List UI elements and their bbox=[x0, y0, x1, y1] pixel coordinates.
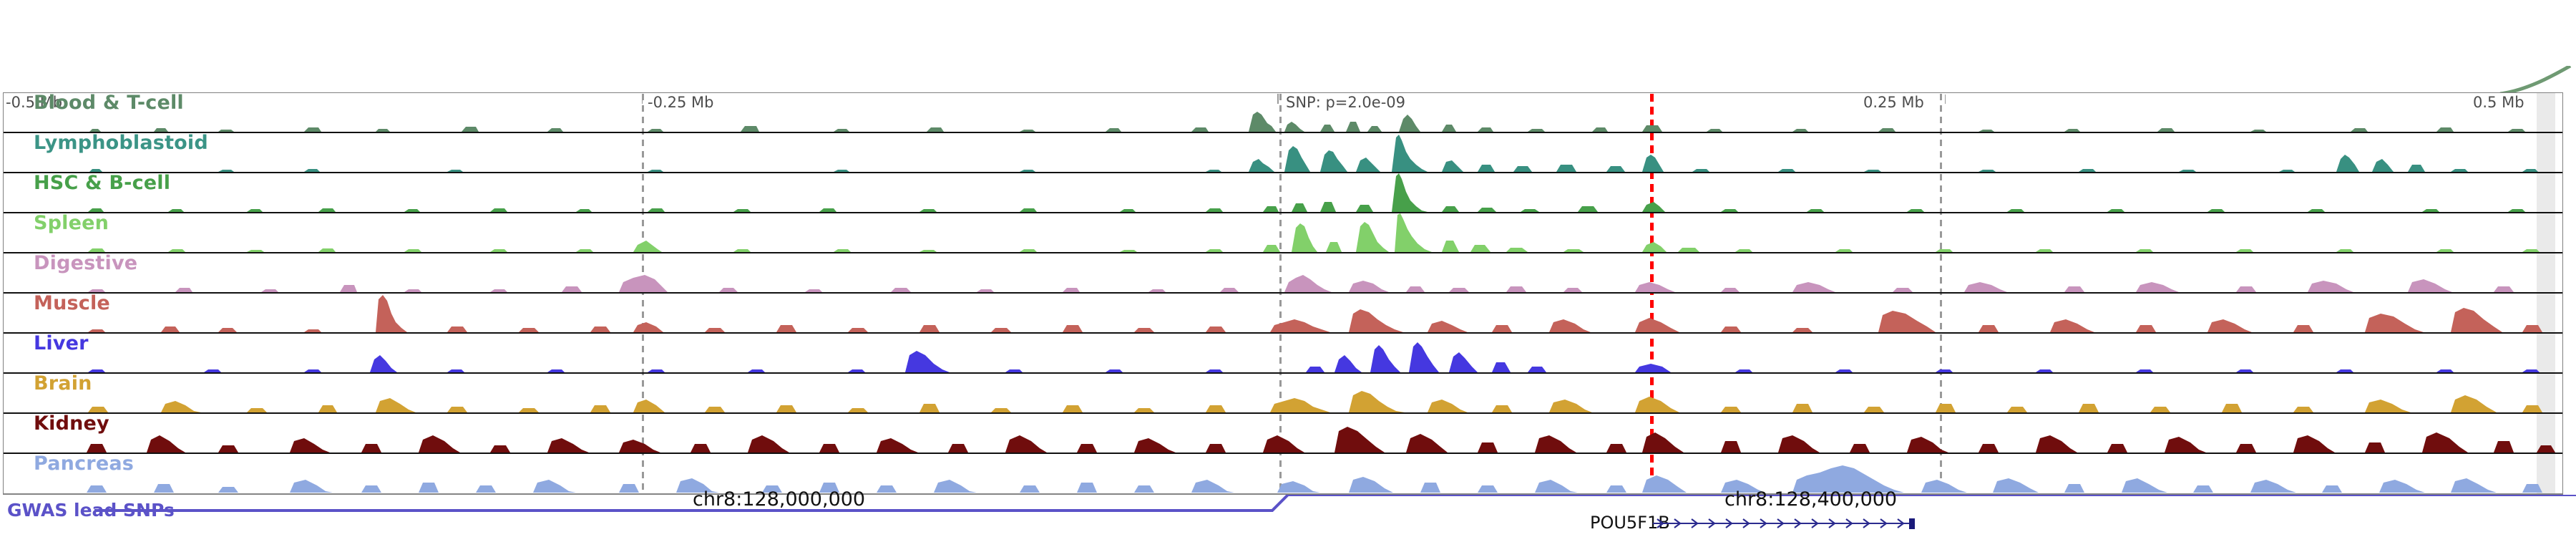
track-label-spleen: Spleen bbox=[34, 212, 109, 234]
track-label-muscle: Muscle bbox=[34, 292, 110, 314]
snp-marker-line[interactable] bbox=[1650, 94, 1654, 493]
signal-trace-pancreas bbox=[4, 465, 2562, 493]
track-baseline-hsc-b-cell bbox=[4, 212, 2562, 213]
track-baseline-lymphoblastoid bbox=[4, 172, 2562, 173]
x-tick-label-0: -0.5 Mb bbox=[6, 94, 63, 111]
signal-trace-liver bbox=[4, 342, 2562, 372]
coordinate-label-right: chr8:128,400,000 bbox=[1724, 488, 1898, 511]
track-row-brain[interactable]: Brain bbox=[4, 372, 2562, 414]
x-tick-mark-2 bbox=[1945, 95, 1946, 104]
track-label-liver: Liver bbox=[34, 332, 89, 354]
plot-frame bbox=[3, 92, 2563, 495]
signal-overhang-curve bbox=[2497, 66, 2576, 95]
track-row-pancreas[interactable]: Pancreas bbox=[4, 453, 2562, 494]
coordinate-label-left: chr8:128,000,000 bbox=[693, 488, 866, 511]
track-label-kidney: Kidney bbox=[34, 412, 109, 435]
track-baseline-brain bbox=[4, 412, 2562, 414]
snp-annotation-tick bbox=[1277, 94, 1279, 104]
track-label-digestive: Digestive bbox=[34, 252, 138, 274]
gridline-0mb bbox=[1279, 94, 1282, 493]
track-row-kidney[interactable]: Kidney bbox=[4, 412, 2562, 454]
track-baseline-kidney bbox=[4, 453, 2562, 454]
x-axis: -0.5 Mb -0.25 Mb 0.25 Mb 0.5 Mb bbox=[3, 93, 2563, 112]
track-label-hsc-b-cell: HSC & B-cell bbox=[34, 172, 171, 194]
snp-annotation-label: SNP: p=2.0e-09 bbox=[1286, 94, 1405, 111]
track-row-muscle[interactable]: Muscle bbox=[4, 292, 2562, 334]
track-row-hsc-b-cell[interactable]: HSC & B-cell bbox=[4, 172, 2562, 213]
track-row-spleen[interactable]: Spleen bbox=[4, 212, 2562, 253]
track-label-pancreas: Pancreas bbox=[34, 453, 135, 475]
signal-trace-blood-t-cell bbox=[4, 112, 2562, 132]
signal-trace-kidney bbox=[4, 427, 2562, 453]
x-tick-label-3: 0.5 Mb bbox=[2473, 94, 2524, 111]
track-row-digestive[interactable]: Digestive bbox=[4, 252, 2562, 294]
track-baseline-liver bbox=[4, 372, 2562, 374]
track-label-brain: Brain bbox=[34, 372, 92, 395]
gridline-minus-0-25mb bbox=[642, 94, 644, 493]
track-label-lymphoblastoid: Lymphoblastoid bbox=[34, 132, 208, 154]
track-baseline-digestive bbox=[4, 292, 2562, 294]
track-baseline-muscle bbox=[4, 332, 2562, 334]
gwas-connector-line bbox=[94, 495, 2576, 512]
track-baseline-spleen bbox=[4, 252, 2562, 253]
gene-model-pou5f1b[interactable] bbox=[0, 510, 2576, 537]
x-tick-mark-1 bbox=[642, 95, 643, 104]
gridline-0-25mb bbox=[1940, 94, 1942, 493]
signal-trace-brain bbox=[4, 391, 2562, 412]
track-row-blood-t-cell[interactable]: Blood & T-cell bbox=[4, 92, 2562, 133]
signal-trace-muscle bbox=[4, 295, 2562, 332]
signal-trace-spleen bbox=[4, 213, 2562, 252]
track-row-lymphoblastoid[interactable]: Lymphoblastoid bbox=[4, 132, 2562, 173]
signal-trace-digestive bbox=[4, 275, 2562, 292]
track-baseline-blood-t-cell bbox=[4, 132, 2562, 133]
track-baseline-pancreas bbox=[4, 493, 2562, 494]
track-row-liver[interactable]: Liver bbox=[4, 332, 2562, 374]
track-label-blood-t-cell: Blood & T-cell bbox=[34, 92, 184, 114]
x-tick-label-1: -0.25 Mb bbox=[648, 94, 714, 111]
x-tick-label-2: 0.25 Mb bbox=[1863, 94, 1924, 111]
signal-trace-lymphoblastoid bbox=[4, 135, 2562, 172]
signal-trace-hsc-b-cell bbox=[4, 173, 2562, 212]
right-highlight-band bbox=[2537, 93, 2555, 494]
